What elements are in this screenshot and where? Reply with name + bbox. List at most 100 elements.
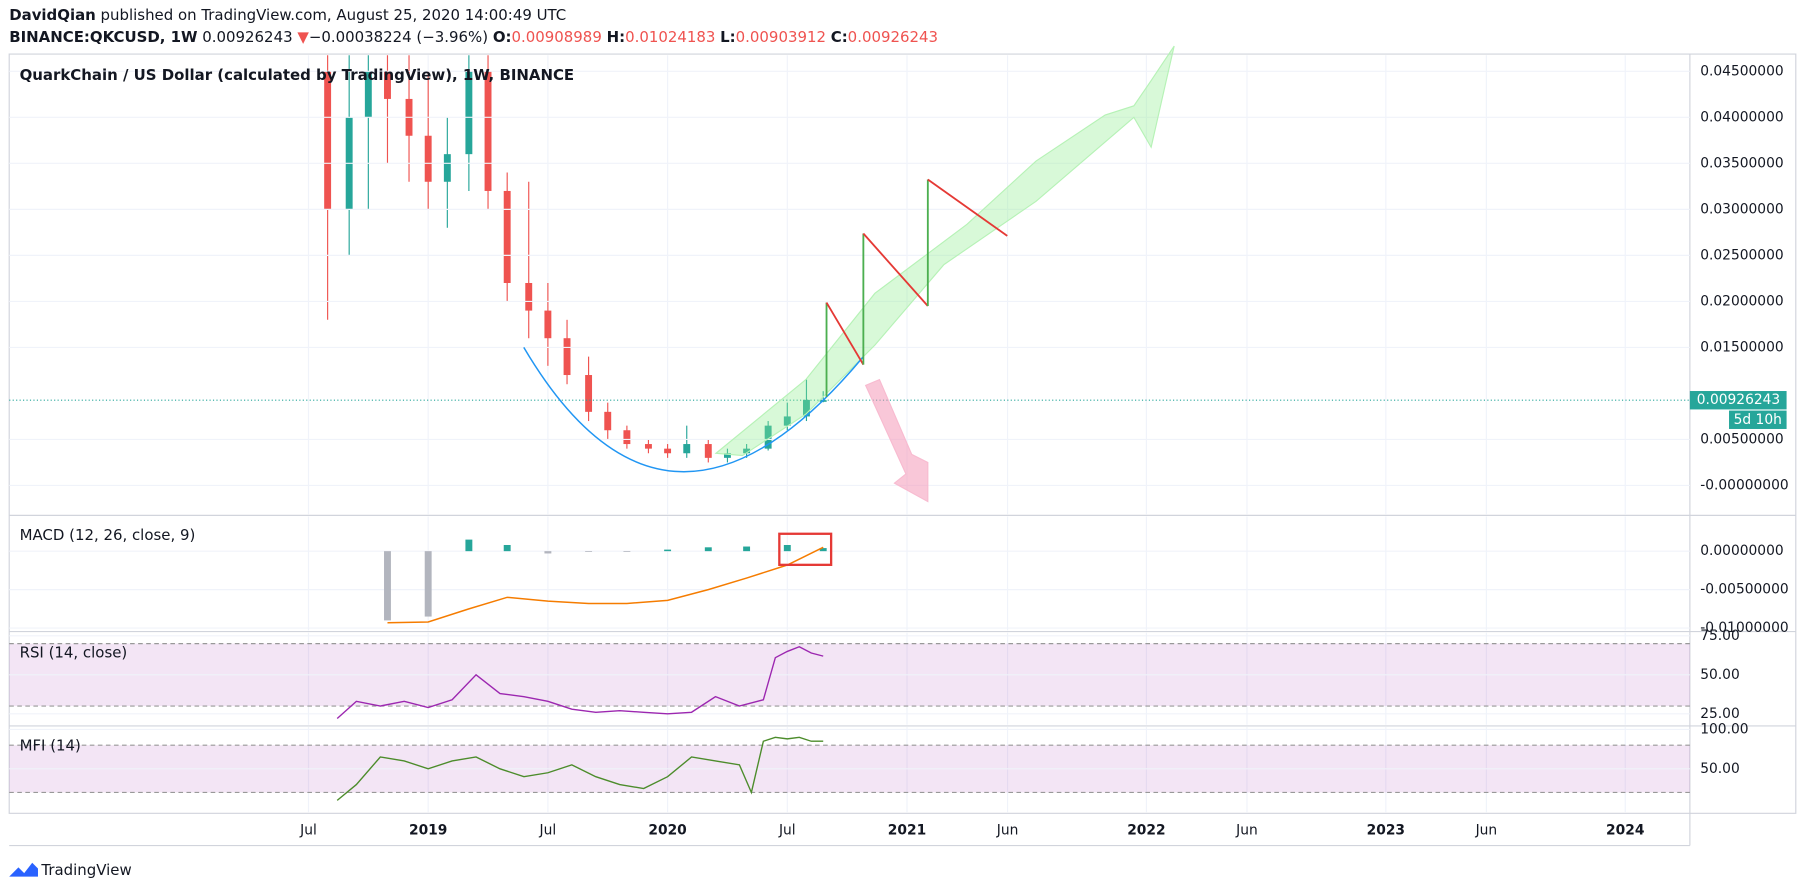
histogram-bar: [424, 551, 432, 617]
candles: [324, 55, 827, 463]
h: 0.01024183: [625, 28, 715, 46]
histogram-bar: [503, 544, 511, 552]
x-tick-label: Jul: [539, 823, 557, 839]
countdown-box: [1729, 410, 1787, 429]
candle-body: [764, 425, 772, 449]
y-tick-label: 0.00500000: [1700, 431, 1783, 447]
macd-title: MACD (12, 26, close, 9): [20, 526, 196, 544]
down-arrow: ▼: [297, 28, 309, 46]
l-label: L:: [720, 28, 736, 46]
x-tick-label: Jun: [996, 823, 1019, 839]
indicator-line: [336, 736, 824, 801]
y-tick-label: -0.00000000: [1700, 477, 1788, 493]
x-tick-label: 2021: [888, 823, 926, 839]
histogram-bar: [743, 546, 751, 552]
y-tick-label: -0.01000000: [1700, 620, 1788, 636]
zigzag-down: [862, 232, 929, 307]
candle-body: [384, 71, 391, 99]
candle-body: [743, 448, 751, 454]
zigzag-down: [825, 302, 865, 366]
histogram-bar: [544, 551, 552, 554]
chart-layer: Jul 2019 Jul 2020 Jul 2021 Jun 2022 Jun 2023 Jun 20…: [9, 55, 1789, 839]
zigzag-down: [927, 178, 1008, 237]
drawings: [523, 45, 1175, 566]
histogram-bar: [585, 551, 593, 552]
candle-body: [364, 71, 372, 118]
histogram-bar: [704, 547, 712, 552]
last: 0.00926243: [202, 28, 292, 46]
header-line-1: DavidQian published on TradingView.com, …: [9, 6, 566, 24]
histogram-bar: [623, 551, 631, 552]
candle-body: [544, 310, 552, 339]
candle-body: [503, 190, 511, 283]
candle-body: [465, 71, 473, 155]
candle-body: [443, 154, 451, 182]
x-tick-label: Jul: [299, 823, 317, 839]
y-tick-label: 0.02500000: [1700, 247, 1783, 263]
candle-body: [563, 338, 571, 376]
candle-body: [525, 282, 533, 311]
c-label: C:: [831, 28, 848, 46]
x-tick-label: Jun: [1235, 823, 1258, 839]
change: −0.00038224 (−3.96%): [309, 28, 488, 46]
y-tick-label: 0.04000000: [1700, 109, 1783, 125]
candle-body: [644, 444, 652, 449]
y-tick-label: 0.02000000: [1700, 293, 1783, 309]
candle-body: [783, 416, 791, 426]
y-tick-label: 0.03000000: [1700, 201, 1783, 217]
h-label: H:: [607, 28, 625, 46]
last-price-label: 0.00926243: [1697, 392, 1780, 408]
tradingview-logo: [9, 862, 38, 877]
candle-body: [604, 411, 612, 431]
chart-frame: [8, 53, 1797, 814]
y-tick-label: 25.00: [1700, 706, 1740, 722]
candle-body: [585, 375, 593, 412]
histogram-bar: [783, 544, 791, 552]
y-tick-label: -0.00500000: [1700, 582, 1788, 598]
y-tick-label: 100.00: [1700, 721, 1748, 737]
candle-body: [723, 453, 731, 458]
header-line-2: BINANCE:QKCUSD, 1W 0.00926243 ▼−0.000382…: [9, 28, 938, 46]
y-tick-label: 0.01500000: [1700, 339, 1783, 355]
candle-body: [683, 444, 691, 454]
rounding-bottom-curve: [523, 347, 864, 473]
y-tick-label: 0.04500000: [1700, 63, 1783, 79]
histogram-bar: [819, 548, 827, 552]
published: published on TradingView.com, August 25,…: [101, 6, 567, 24]
candle-body: [704, 444, 712, 458]
l: 0.00903912: [736, 28, 826, 46]
author: DavidQian: [9, 6, 96, 24]
histogram-bar: [664, 549, 672, 552]
projection-arrow: [714, 45, 1175, 457]
y-tick-label: 50.00: [1700, 667, 1740, 683]
x-tick-label: 2023: [1367, 823, 1405, 839]
mfi-title: MFI (14): [20, 737, 81, 755]
x-tick-label: Jul: [778, 823, 796, 839]
candle-body: [484, 71, 492, 191]
x-tick-label: 2020: [648, 823, 686, 839]
y-tick-label: 0.00000000: [1700, 543, 1783, 559]
candle-body: [424, 135, 432, 182]
y-tick-label: 75.00: [1700, 628, 1740, 644]
candle-body: [324, 71, 332, 210]
o-label: O:: [493, 28, 512, 46]
y-tick-label: 0.03500000: [1700, 155, 1783, 171]
last-price-box: [1689, 391, 1787, 410]
histogram-bar: [384, 551, 391, 621]
candle-body: [802, 399, 810, 417]
indicator-line: [336, 645, 824, 720]
signal-line: [387, 546, 824, 624]
rsi-title: RSI (14, close): [20, 643, 128, 661]
x-tick-label: 2022: [1127, 823, 1165, 839]
c: 0.00926243: [848, 28, 938, 46]
x-tick-label: 2019: [409, 823, 447, 839]
x-tick-label: 2024: [1606, 823, 1644, 839]
countdown-label: 5d 10h: [1734, 412, 1782, 428]
y-tick-label: 50.00: [1700, 761, 1740, 777]
price-pane-title: QuarkChain / US Dollar (calculated by Tr…: [20, 66, 575, 84]
footer-brand: TradingView: [40, 861, 131, 879]
x-tick-label: Jun: [1475, 823, 1498, 839]
candle-body: [664, 448, 672, 454]
candle-body: [623, 430, 631, 445]
